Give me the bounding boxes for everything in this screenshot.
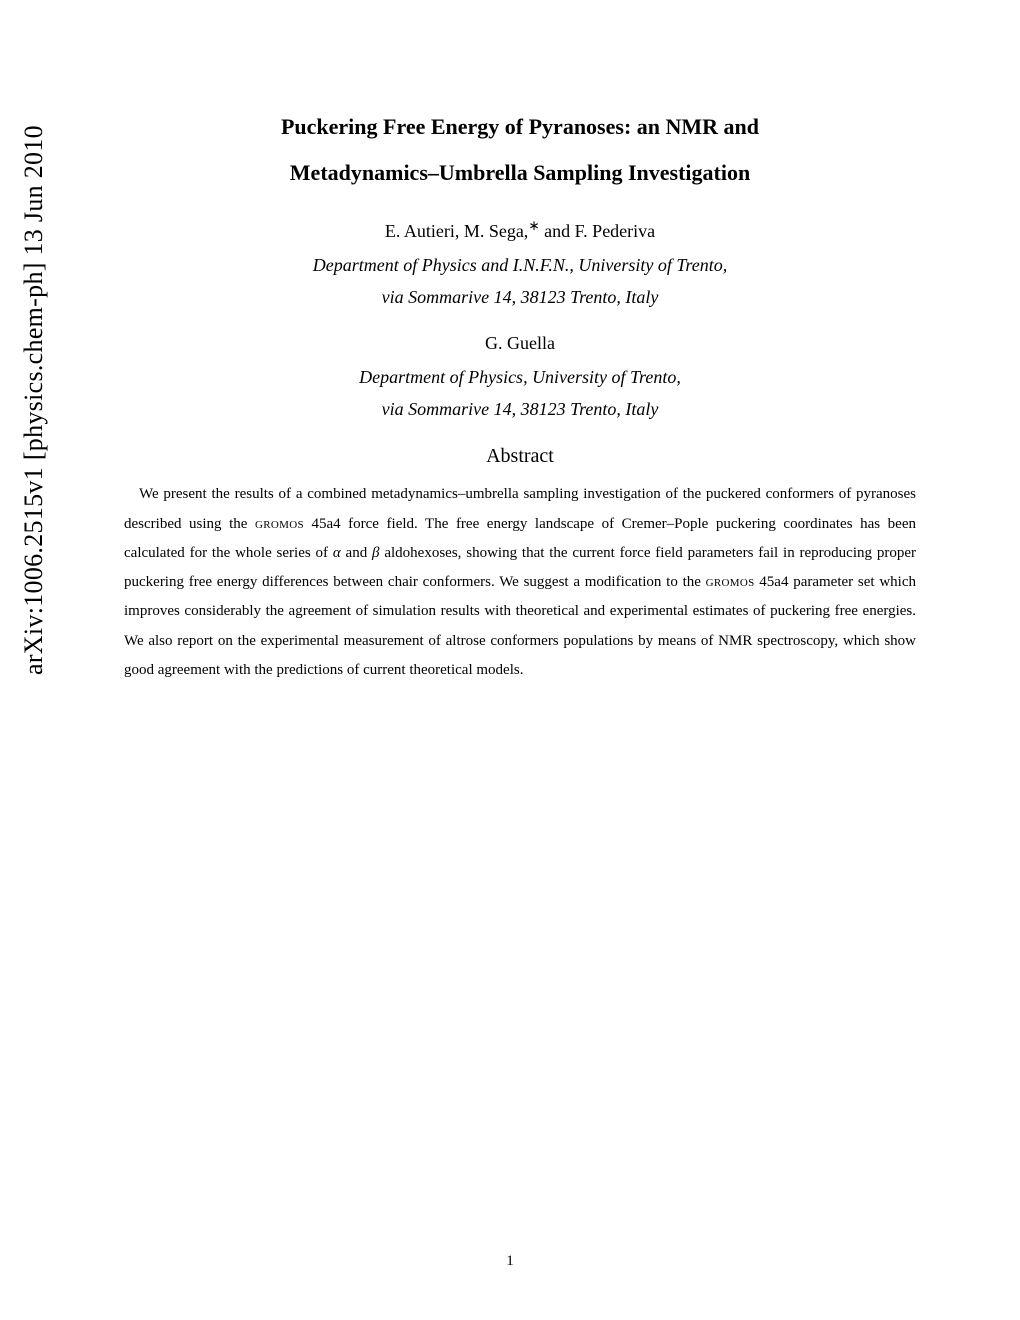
authors-1-post: and F. Pederiva bbox=[540, 221, 656, 241]
arxiv-stamp: arXiv:1006.2515v1 [physics.chem-ph] 13 J… bbox=[19, 125, 49, 675]
paper-title: Puckering Free Energy of Pyranoses: an N… bbox=[124, 104, 916, 196]
affiliation-1: Department of Physics and I.N.F.N., Univ… bbox=[124, 250, 916, 313]
corresponding-mark: ∗ bbox=[528, 218, 539, 233]
paper-content: Puckering Free Energy of Pyranoses: an N… bbox=[124, 104, 916, 685]
affiliation-2: Department of Physics, University of Tre… bbox=[124, 362, 916, 425]
abstract-alpha: α bbox=[333, 545, 341, 561]
affil-2-line-2: via Sommarive 14, 38123 Trento, Italy bbox=[382, 399, 659, 419]
abstract-beta: β bbox=[372, 545, 379, 561]
authors-1-pre: E. Autieri, M. Sega, bbox=[385, 221, 528, 241]
abstract-gromos-1: gromos bbox=[255, 516, 304, 532]
title-line-1: Puckering Free Energy of Pyranoses: an N… bbox=[281, 114, 759, 139]
abstract-heading: Abstract bbox=[124, 445, 916, 468]
affil-1-line-2: via Sommarive 14, 38123 Trento, Italy bbox=[382, 287, 659, 307]
abstract-body: We present the results of a combined met… bbox=[124, 480, 916, 685]
authors-2: G. Guella bbox=[485, 333, 555, 353]
page-number: 1 bbox=[0, 1253, 1020, 1270]
authors-block-2: G. Guella bbox=[124, 333, 916, 354]
authors-block-1: E. Autieri, M. Sega,∗ and F. Pederiva bbox=[124, 218, 916, 242]
affil-1-line-1: Department of Physics and I.N.F.N., Univ… bbox=[313, 255, 727, 275]
title-line-2: Metadynamics–Umbrella Sampling Investiga… bbox=[290, 160, 750, 185]
abstract-text-mid2: and bbox=[341, 545, 372, 561]
affil-2-line-1: Department of Physics, University of Tre… bbox=[359, 367, 681, 387]
abstract-gromos-2: gromos bbox=[706, 574, 755, 590]
